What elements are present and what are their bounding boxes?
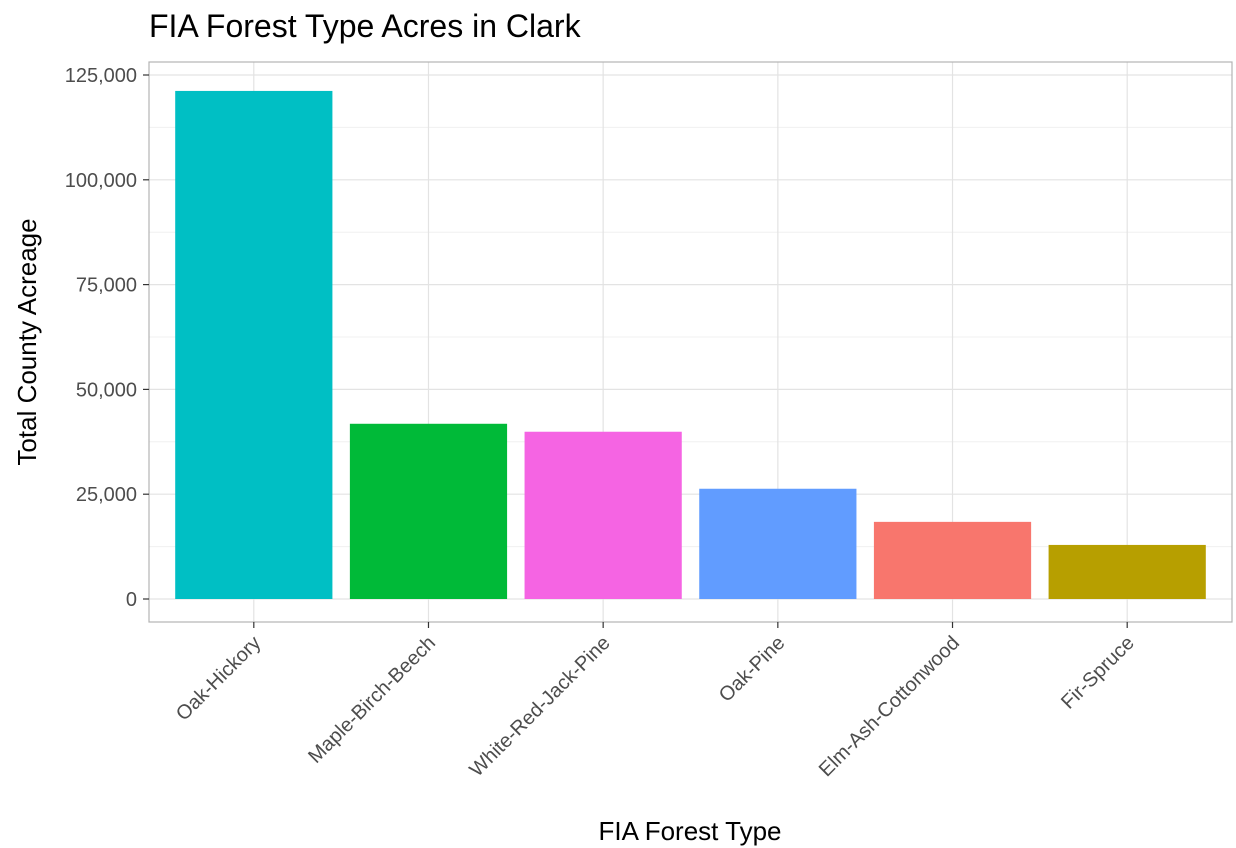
- x-tick-label: Oak-Pine: [715, 632, 790, 707]
- chart-title: FIA Forest Type Acres in Clark: [149, 8, 582, 44]
- bar: [1048, 544, 1206, 599]
- bar: [349, 423, 508, 599]
- y-tick-label: 125,000: [65, 65, 137, 87]
- bar: [175, 90, 333, 600]
- y-tick-label: 0: [126, 589, 137, 611]
- x-tick-label: Maple-Birch-Beech: [304, 632, 440, 768]
- x-tick-label: Fir-Spruce: [1057, 632, 1139, 714]
- y-tick-label: 50,000: [76, 379, 137, 401]
- y-tick-label: 75,000: [76, 275, 137, 297]
- bar: [873, 521, 1032, 599]
- panel-border: [148, 61, 1233, 623]
- x-tick-label: White-Red-Jack-Pine: [466, 632, 615, 781]
- bar: [524, 431, 682, 599]
- y-axis-title: Total County Acreage: [12, 218, 42, 465]
- bar: [699, 488, 857, 599]
- plot-area: 0 25,000 50,000 75,000 100,000 125,000 Oak-Hic…: [65, 61, 1233, 781]
- y-tick-label: 100,000: [65, 170, 137, 192]
- x-tick-label: Oak-Hickory: [172, 632, 265, 725]
- y-tick-label: 25,000: [76, 484, 137, 506]
- x-axis-title: FIA Forest Type: [598, 816, 781, 846]
- x-tick-label: Elm-Ash-Cottonwood: [815, 632, 964, 781]
